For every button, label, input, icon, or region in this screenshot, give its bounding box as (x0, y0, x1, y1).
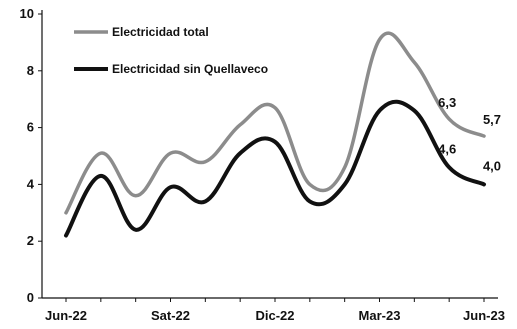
chart-axes: 0 2 4 6 8 10 Jun-22 Sat-22 Dic-22 Mar-23 Jun-23 (20, 6, 505, 323)
y-tick-label: 8 (27, 63, 34, 78)
chart-series (64, 31, 486, 238)
y-tick-label: 6 (27, 120, 34, 135)
data-label: 4,0 (483, 158, 501, 173)
y-tick-label: 0 (27, 290, 34, 305)
y-tick-label: 2 (27, 233, 34, 248)
x-tick-label: Jun-22 (45, 308, 87, 323)
series-line-electricidad-sin-quellaveco (64, 99, 486, 238)
y-tick-label: 4 (27, 176, 35, 191)
data-label: 4,6 (438, 141, 456, 156)
legend-label: Electricidad total (112, 25, 209, 39)
data-label: 5,7 (483, 112, 501, 127)
x-tick-label: Mar-23 (359, 308, 401, 323)
y-tick-label: 10 (20, 6, 34, 21)
chart-legend: Electricidad total Electricidad sin Quell… (74, 25, 268, 76)
x-tick-label: Dic-22 (255, 308, 294, 323)
x-tick-label: Sat-22 (151, 308, 190, 323)
series-line-electricidad-total (64, 31, 486, 215)
x-tick-label: Jun-23 (463, 308, 505, 323)
chart-data-labels: 6,3 5,7 4,6 4,0 (438, 95, 501, 173)
legend-label: Electricidad sin Quellaveco (112, 62, 268, 76)
data-label: 6,3 (438, 95, 456, 110)
